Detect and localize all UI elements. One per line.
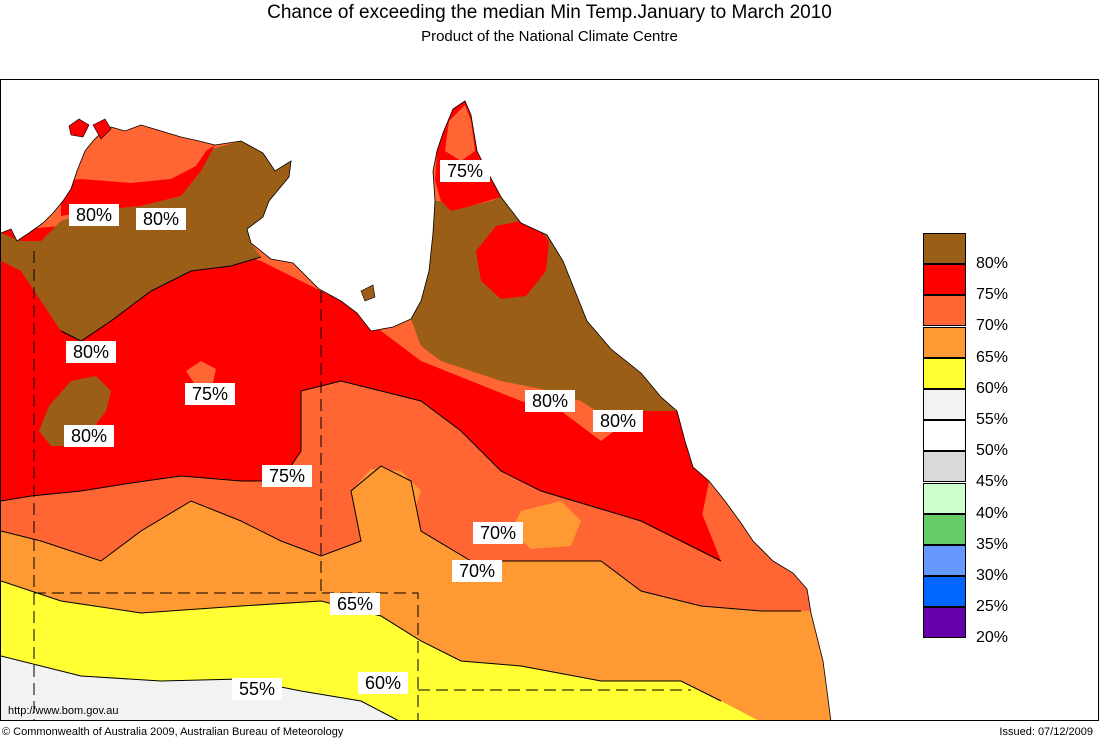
legend-swatch — [923, 389, 966, 420]
contour-label: 80% — [593, 410, 643, 432]
legend-label: 30% — [976, 567, 1009, 584]
legend-panel — [849, 79, 1099, 721]
contour-label: 70% — [473, 522, 523, 544]
legend-swatch — [923, 451, 966, 483]
legend-swatch — [923, 607, 966, 639]
legend-label: 25% — [976, 598, 1009, 616]
contour-label: 80% — [136, 208, 186, 230]
legend-label: 45% — [976, 473, 1009, 491]
contour-label: 80% — [66, 341, 116, 363]
contour-label: 70% — [452, 560, 502, 582]
legend-swatch — [923, 264, 966, 296]
contour-label: 75% — [440, 160, 490, 182]
islands — [68, 118, 376, 302]
probability-map: 80% 80% 80% 75% 80% 75% 75% 80% 80% 70% … — [1, 100, 832, 720]
map-subtitle: Product of the National Climate Centre — [421, 28, 678, 45]
svg-text:75%: 75% — [269, 466, 305, 486]
legend-label: 65% — [976, 348, 1009, 366]
svg-text:75%: 75% — [447, 161, 483, 181]
svg-text:75%: 75% — [192, 384, 228, 404]
svg-text:60%: 60% — [365, 673, 401, 693]
contour-label: 60% — [358, 672, 408, 694]
legend-swatch — [923, 513, 966, 545]
legend-swatch — [923, 326, 966, 358]
contour-label: 65% — [330, 593, 380, 615]
svg-text:65%: 65% — [337, 594, 373, 614]
legend-label: 60% — [976, 379, 1009, 397]
svg-text:80%: 80% — [532, 391, 568, 411]
svg-text:80%: 80% — [71, 426, 107, 446]
legend-label: 75% — [976, 286, 1009, 304]
legend-label: 35% — [976, 535, 1009, 553]
legend-swatch — [923, 357, 966, 389]
legend-label: 40% — [976, 504, 1009, 522]
legend-label: 55% — [976, 411, 1009, 428]
legend-label: 70% — [976, 317, 1009, 335]
contour-label: 55% — [232, 678, 282, 700]
svg-text:80%: 80% — [143, 209, 179, 229]
probability-fill — [1, 101, 831, 720]
contour-label: 75% — [185, 383, 235, 405]
source-url: http://www.bom.gov.au — [8, 705, 119, 717]
legend-label: 80% — [976, 255, 1009, 272]
legend-swatch — [923, 233, 966, 264]
legend-swatch — [923, 482, 966, 514]
map-panel: 80% 80% 80% 75% 80% 75% 75% 80% 80% 70% … — [0, 79, 850, 721]
contour-label: 80% — [525, 390, 575, 412]
issued-date: Issued: 07/12/2009 — [999, 726, 1093, 738]
copyright-note: © Commonwealth of Australia 2009, Austra… — [2, 726, 344, 738]
contour-label: 80% — [69, 204, 119, 226]
coastline — [1, 100, 832, 720]
map-title: Chance of exceeding the median Min Temp.… — [267, 2, 832, 23]
contour-label: 75% — [262, 465, 312, 487]
svg-text:80%: 80% — [76, 205, 112, 225]
legend-swatch — [923, 545, 966, 576]
svg-text:55%: 55% — [239, 679, 275, 699]
legend-label: 50% — [976, 442, 1009, 460]
state-borders — [33, 251, 691, 720]
contour-labels: 80% 80% 80% 75% 80% 75% 75% 80% 80% 70% … — [64, 160, 643, 700]
svg-text:70%: 70% — [459, 561, 495, 581]
legend-swatch — [923, 576, 966, 608]
legend-swatch — [923, 295, 966, 327]
legend-swatch — [923, 420, 966, 452]
svg-text:80%: 80% — [73, 342, 109, 362]
contour-label: 80% — [64, 425, 114, 447]
svg-text:70%: 70% — [480, 523, 516, 543]
legend-label: 20% — [976, 629, 1009, 647]
svg-text:80%: 80% — [600, 411, 636, 431]
